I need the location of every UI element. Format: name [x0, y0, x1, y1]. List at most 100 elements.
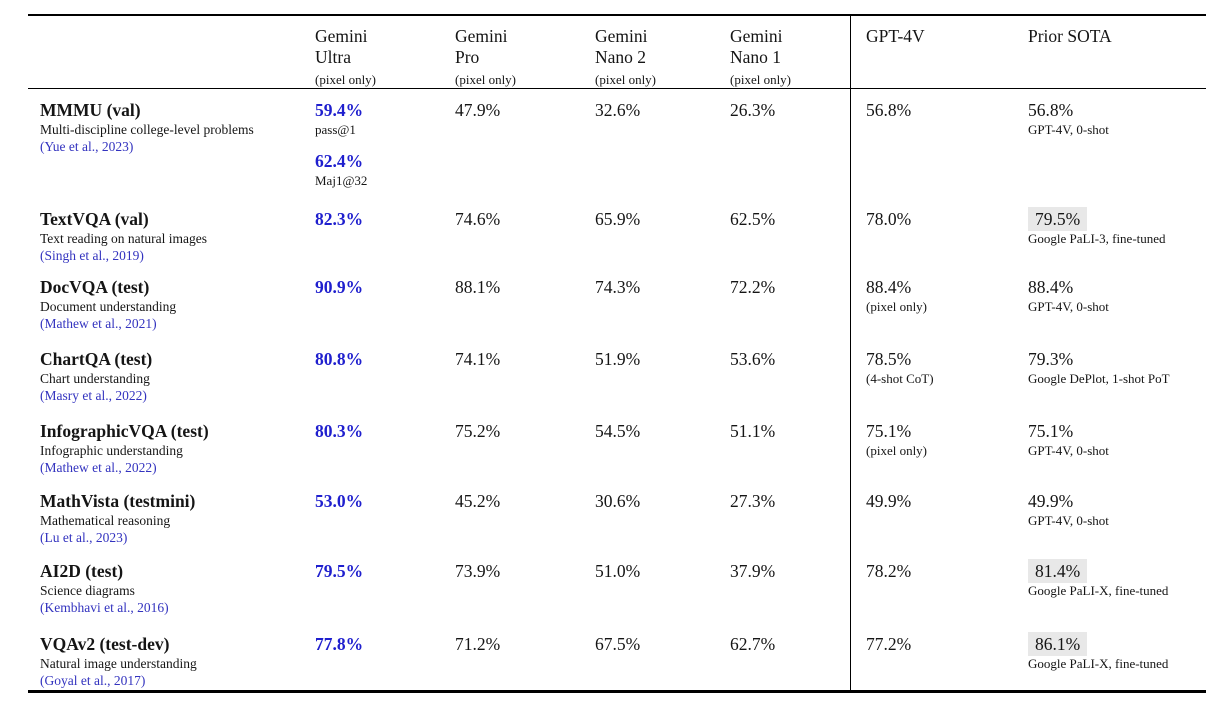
score-value: 80.8%: [315, 349, 364, 369]
column-title: Nano 1: [730, 47, 782, 67]
sota-note: GPT-4V, 0-shot: [1028, 122, 1109, 137]
sota-value: 56.8%: [1028, 100, 1074, 120]
score-value: 51.1%: [730, 421, 776, 441]
citation-link[interactable]: (Mathew et al., 2022): [40, 460, 157, 475]
citation-link[interactable]: (Masry et al., 2022): [40, 388, 147, 403]
column-note: (pixel only): [455, 72, 517, 87]
score-value: 53.6%: [730, 349, 776, 369]
prior-sota-cell: 86.1% Google PaLI-X, fine-tuned: [1000, 623, 1206, 690]
gemini-nano1-cell: 37.9%: [730, 550, 850, 623]
sota-value: 75.1%: [1028, 421, 1074, 441]
score-value: 78.5%: [866, 349, 912, 369]
header-benchmark-cell: [28, 16, 315, 88]
score-value: 88.1%: [455, 277, 501, 297]
prior-sota-cell: 56.8% GPT-4V, 0-shot: [1000, 89, 1206, 198]
column-title: GPT-4V: [866, 26, 925, 46]
score-value: 30.6%: [595, 491, 641, 511]
benchmark-description: Multi-discipline college-level problems: [40, 122, 254, 137]
header-gemini-nano1: Gemini Nano 1 (pixel only): [730, 16, 850, 88]
benchmark-cell: TextVQA (val) Text reading on natural im…: [28, 198, 315, 266]
score-note: (4-shot CoT): [866, 371, 934, 386]
gpt4v-cell: 78.0%: [850, 198, 1000, 266]
score-value: 67.5%: [595, 634, 641, 654]
benchmark-cell: VQAv2 (test-dev) Natural image understan…: [28, 623, 315, 690]
benchmark-results-table: Gemini Ultra (pixel only) Gemini Pro (pi…: [28, 14, 1206, 693]
gemini-nano2-cell: 51.9%: [595, 338, 730, 410]
citation-link[interactable]: (Singh et al., 2019): [40, 248, 144, 263]
citation-link[interactable]: (Lu et al., 2023): [40, 530, 128, 545]
score-value: 51.0%: [595, 561, 641, 581]
score-value: 78.0%: [866, 209, 912, 229]
benchmark-cell: InfographicVQA (test) Infographic unders…: [28, 410, 315, 480]
sota-note: Google DePlot, 1-shot PoT: [1028, 371, 1170, 386]
citation-link[interactable]: (Goyal et al., 2017): [40, 673, 146, 688]
benchmark-cell: DocVQA (test) Document understanding (Ma…: [28, 266, 315, 338]
column-title: Gemini: [730, 26, 783, 46]
sota-note: GPT-4V, 0-shot: [1028, 513, 1109, 528]
benchmark-name: MMMU (val): [40, 100, 141, 120]
benchmark-name: InfographicVQA (test): [40, 421, 209, 441]
column-title: Ultra: [315, 47, 351, 67]
header-gpt4v: GPT-4V: [850, 16, 1000, 88]
benchmark-name: MathVista (testmini): [40, 491, 196, 511]
gemini-nano1-cell: 72.2%: [730, 266, 850, 338]
score-value: 79.5%: [315, 561, 364, 581]
citation-link[interactable]: (Yue et al., 2023): [40, 139, 134, 154]
prior-sota-cell: 49.9% GPT-4V, 0-shot: [1000, 480, 1206, 550]
benchmark-cell: AI2D (test) Science diagrams (Kembhavi e…: [28, 550, 315, 623]
score-value: 75.2%: [455, 421, 501, 441]
column-title: Gemini: [315, 26, 368, 46]
prior-sota-cell: 79.5% Google PaLI-3, fine-tuned: [1000, 198, 1206, 266]
gpt4v-cell: 56.8%: [850, 89, 1000, 198]
gemini-pro-cell: 45.2%: [455, 480, 595, 550]
column-note: (pixel only): [315, 72, 377, 87]
score-value: 72.2%: [730, 277, 776, 297]
benchmark-description: Text reading on natural images: [40, 231, 207, 246]
gemini-nano2-cell: 30.6%: [595, 480, 730, 550]
gemini-nano1-cell: 26.3%: [730, 89, 850, 198]
column-title: Prior SOTA: [1028, 26, 1112, 46]
citation-link[interactable]: (Kembhavi et al., 2016): [40, 600, 169, 615]
score-value: 74.1%: [455, 349, 501, 369]
benchmark-description: Chart understanding: [40, 371, 150, 386]
benchmark-name: TextVQA (val): [40, 209, 149, 229]
prior-sota-cell: 79.3% Google DePlot, 1-shot PoT: [1000, 338, 1206, 410]
benchmark-cell: ChartQA (test) Chart understanding (Masr…: [28, 338, 315, 410]
column-title: Pro: [455, 47, 480, 67]
gemini-pro-cell: 47.9%: [455, 89, 595, 198]
score-value: 27.3%: [730, 491, 776, 511]
table-row: AI2D (test) Science diagrams (Kembhavi e…: [28, 550, 1206, 623]
score-value: 88.4%: [866, 277, 912, 297]
score-note: (pixel only): [866, 299, 928, 314]
citation-link[interactable]: (Mathew et al., 2021): [40, 316, 157, 331]
score-value: 59.4%: [315, 100, 364, 120]
gemini-nano2-cell: 67.5%: [595, 623, 730, 690]
table-row: VQAv2 (test-dev) Natural image understan…: [28, 623, 1206, 690]
header-prior-sota: Prior SOTA: [1000, 16, 1206, 88]
gpt4v-cell: 78.2%: [850, 550, 1000, 623]
sota-note: GPT-4V, 0-shot: [1028, 443, 1109, 458]
gpt4v-cell: 49.9%: [850, 480, 1000, 550]
score-value: 80.3%: [315, 421, 364, 441]
score-value: 74.6%: [455, 209, 501, 229]
header-gemini-nano2: Gemini Nano 2 (pixel only): [595, 16, 730, 88]
benchmark-cell: MMMU (val) Multi-discipline college-leve…: [28, 89, 315, 198]
sota-note: GPT-4V, 0-shot: [1028, 299, 1109, 314]
benchmark-description: Document understanding: [40, 299, 177, 314]
score-value: 62.5%: [730, 209, 776, 229]
gemini-nano2-cell: 51.0%: [595, 550, 730, 623]
gemini-ultra-cell: 77.8%: [315, 623, 455, 690]
score-value: 26.3%: [730, 100, 776, 120]
gemini-ultra-cell: 90.9%: [315, 266, 455, 338]
gemini-nano1-cell: 53.6%: [730, 338, 850, 410]
score-value: 77.2%: [866, 634, 912, 654]
benchmark-name: VQAv2 (test-dev): [40, 634, 170, 654]
score-note-secondary: Maj1@32: [315, 173, 368, 188]
gemini-pro-cell: 75.2%: [455, 410, 595, 480]
table-header-row: Gemini Ultra (pixel only) Gemini Pro (pi…: [28, 14, 1206, 89]
prior-sota-cell: 88.4% GPT-4V, 0-shot: [1000, 266, 1206, 338]
gemini-pro-cell: 74.1%: [455, 338, 595, 410]
benchmark-name: ChartQA (test): [40, 349, 153, 369]
prior-sota-cell: 75.1% GPT-4V, 0-shot: [1000, 410, 1206, 480]
gemini-ultra-cell: 80.8%: [315, 338, 455, 410]
